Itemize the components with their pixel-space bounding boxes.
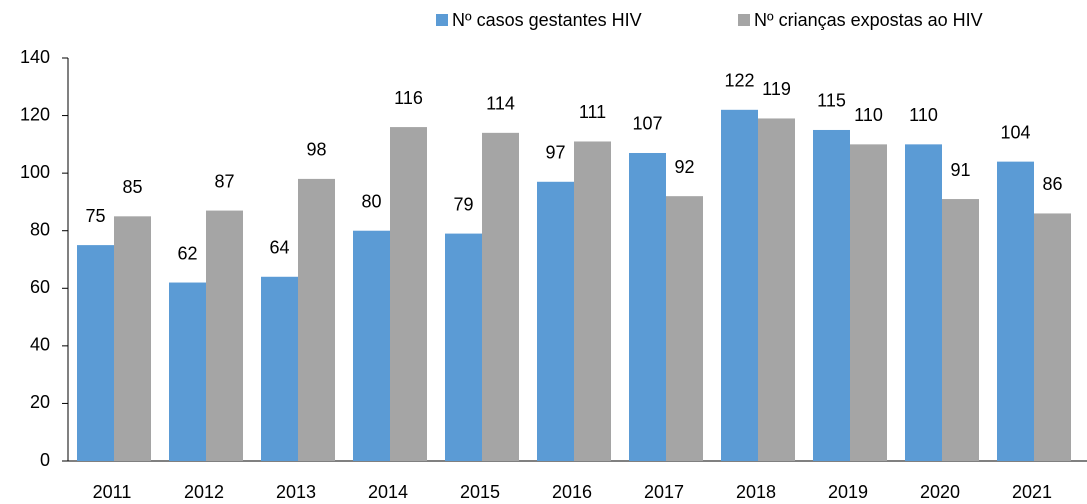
x-tick-label: 2017 bbox=[644, 482, 684, 502]
data-label: 62 bbox=[177, 243, 197, 263]
y-tick-label: 40 bbox=[30, 335, 50, 355]
data-label: 97 bbox=[545, 143, 565, 163]
bar bbox=[169, 282, 206, 461]
bar bbox=[261, 276, 298, 461]
y-tick-label: 140 bbox=[20, 47, 50, 67]
data-label: 85 bbox=[122, 177, 142, 197]
data-label: 107 bbox=[632, 114, 662, 134]
x-tick-label: 2016 bbox=[552, 482, 592, 502]
data-label: 114 bbox=[486, 94, 515, 114]
y-tick-label: 100 bbox=[20, 162, 50, 182]
bar bbox=[942, 199, 979, 462]
data-label: 87 bbox=[214, 171, 234, 191]
data-label: 80 bbox=[361, 191, 381, 211]
data-label: 75 bbox=[85, 206, 105, 226]
legend-label: Nº crianças expostas ao HIV bbox=[754, 10, 983, 30]
x-tick-label: 2011 bbox=[93, 482, 132, 502]
bar bbox=[77, 245, 114, 461]
data-label: 79 bbox=[453, 194, 473, 214]
y-tick-label: 80 bbox=[30, 219, 50, 239]
legend-swatch bbox=[738, 14, 750, 26]
data-label: 104 bbox=[1000, 122, 1030, 142]
data-label: 98 bbox=[306, 140, 326, 160]
bar bbox=[537, 181, 574, 461]
bar bbox=[206, 210, 243, 461]
x-tick-label: 2019 bbox=[828, 482, 868, 502]
data-label: 86 bbox=[1042, 174, 1062, 194]
bar bbox=[390, 127, 427, 461]
bar bbox=[445, 233, 482, 461]
x-tick-label: 2018 bbox=[736, 482, 776, 502]
bar bbox=[997, 161, 1034, 461]
bar bbox=[1034, 213, 1071, 461]
x-tick-label: 2012 bbox=[184, 482, 224, 502]
bar bbox=[813, 129, 850, 461]
x-tick-label: 2013 bbox=[276, 482, 316, 502]
bar bbox=[850, 144, 887, 461]
data-label: 92 bbox=[674, 157, 694, 177]
bar bbox=[353, 230, 390, 461]
bar bbox=[574, 141, 611, 461]
data-label: 91 bbox=[950, 160, 970, 180]
y-tick-label: 20 bbox=[30, 392, 50, 412]
x-tick-label: 2020 bbox=[920, 482, 960, 502]
x-tick-label: 2015 bbox=[460, 482, 500, 502]
data-label: 64 bbox=[269, 238, 289, 258]
data-label: 119 bbox=[762, 79, 791, 99]
y-tick-label: 120 bbox=[20, 104, 50, 124]
y-tick-label: 60 bbox=[30, 277, 50, 297]
bar bbox=[114, 216, 151, 461]
data-label: 122 bbox=[724, 71, 754, 91]
bar bbox=[905, 144, 942, 461]
bar bbox=[758, 118, 795, 461]
bar bbox=[482, 132, 519, 462]
data-label: 115 bbox=[817, 91, 846, 111]
data-label: 110 bbox=[854, 105, 883, 125]
bar bbox=[298, 178, 335, 461]
bar bbox=[629, 152, 666, 461]
data-label: 111 bbox=[579, 102, 606, 122]
data-label: 116 bbox=[394, 88, 423, 108]
bar bbox=[721, 109, 758, 462]
legend-label: Nº casos gestantes HIV bbox=[452, 10, 642, 30]
data-label: 110 bbox=[909, 105, 938, 125]
legend-swatch bbox=[436, 14, 448, 26]
y-tick-label: 0 bbox=[40, 450, 50, 470]
bar bbox=[666, 196, 703, 461]
x-tick-label: 2021 bbox=[1012, 482, 1052, 502]
x-tick-label: 2014 bbox=[368, 482, 408, 502]
